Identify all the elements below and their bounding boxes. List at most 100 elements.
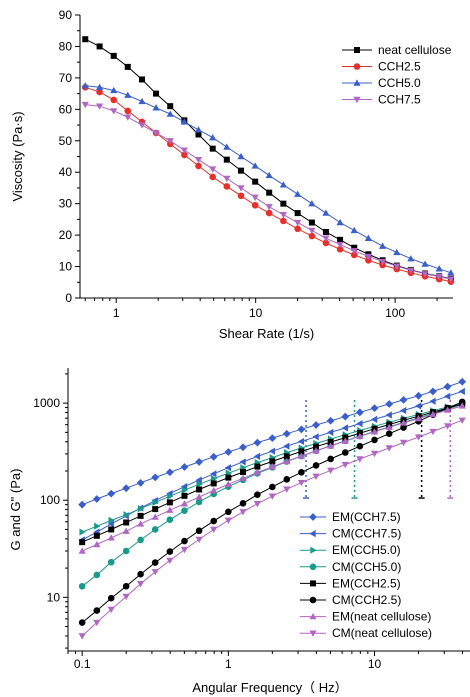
data-point	[312, 433, 319, 441]
data-point	[322, 239, 330, 247]
data-point	[209, 134, 217, 141]
data-point	[225, 474, 232, 481]
data-point	[429, 428, 437, 436]
legend-label: neat cellulose	[378, 43, 452, 57]
data-point	[385, 430, 393, 438]
data-point	[279, 181, 287, 188]
data-point	[371, 436, 378, 444]
data-point	[239, 499, 247, 507]
legend: neat cellulose CCH2.5 CCH5.0 CCH7.5	[342, 43, 452, 107]
data-point	[138, 97, 146, 105]
data-point	[209, 145, 216, 152]
data-point	[180, 546, 189, 554]
data-point	[82, 36, 89, 43]
x-axis-label: Shear Rate (1/s)	[219, 326, 314, 341]
data-point	[110, 96, 118, 104]
x-tick-label: 0.1	[74, 657, 91, 671]
data-point	[341, 424, 348, 432]
data-point	[180, 483, 188, 491]
legend-label: EM(CCH5.0)	[332, 543, 401, 557]
data-point	[138, 122, 146, 129]
data-point	[385, 445, 393, 452]
legend-marker	[353, 96, 361, 104]
data-point	[327, 467, 335, 474]
data-point	[110, 86, 118, 94]
data-point	[429, 387, 437, 396]
data-point	[443, 423, 452, 430]
data-point	[107, 489, 116, 498]
data-point	[166, 557, 174, 565]
data-point	[195, 527, 203, 535]
data-point	[252, 178, 259, 185]
data-point	[95, 83, 104, 91]
data-point	[341, 461, 349, 469]
data-point	[254, 463, 261, 470]
data-point	[280, 200, 287, 207]
data-point	[385, 423, 393, 431]
data-point	[370, 450, 379, 458]
data-point	[364, 234, 372, 241]
data-point	[253, 438, 262, 447]
data-point	[443, 406, 452, 413]
data-point	[96, 88, 103, 96]
data-point	[378, 258, 387, 266]
data-point	[399, 439, 408, 447]
data-point	[166, 548, 174, 555]
data-point	[326, 416, 335, 425]
data-point	[209, 173, 217, 181]
data-point	[124, 107, 132, 115]
viscosity-chart: 0 10 20 30 40 50 60 70 80 90 1 10 100 Shear Rate (1/s…	[10, 8, 455, 341]
data-point	[195, 536, 203, 543]
data-point	[137, 504, 145, 513]
data-point	[239, 474, 247, 482]
data-point	[294, 190, 302, 197]
data-point	[253, 501, 261, 508]
data-point	[283, 476, 291, 483]
data-point	[223, 143, 231, 150]
x-tick-label: 10	[368, 657, 382, 671]
legend-marker	[353, 63, 361, 70]
data-point	[265, 171, 273, 179]
data-point	[283, 453, 290, 460]
data-point	[237, 192, 245, 200]
data-point	[166, 499, 173, 506]
data-point	[280, 217, 287, 225]
legend-label: CM(CCH2.5)	[332, 593, 401, 607]
data-point	[166, 138, 174, 145]
data-point	[238, 167, 245, 174]
data-point	[136, 520, 145, 527]
data-point	[195, 131, 202, 138]
data-point	[122, 582, 130, 590]
data-point	[400, 424, 407, 431]
data-point	[210, 517, 217, 525]
data-point	[210, 526, 218, 534]
data-point	[194, 126, 203, 133]
data-point	[225, 508, 232, 516]
data-point	[269, 483, 276, 491]
x-axis-label: Angular Frequency（ Hz）	[192, 680, 347, 695]
data-point	[308, 219, 315, 226]
data-point	[166, 506, 174, 513]
legend-marker	[353, 79, 361, 86]
data-point	[181, 486, 189, 494]
data-point	[124, 63, 131, 70]
data-point	[152, 104, 160, 111]
data-point	[370, 415, 378, 423]
data-point	[123, 519, 130, 526]
data-point	[122, 593, 130, 601]
data-point	[350, 248, 358, 255]
data-point	[124, 114, 132, 121]
data-point	[151, 513, 159, 520]
data-point	[356, 442, 364, 450]
data-point	[435, 265, 443, 272]
data-point	[365, 256, 372, 264]
data-point	[194, 156, 203, 164]
data-point	[122, 527, 130, 534]
data-point	[447, 276, 455, 283]
data-point	[136, 478, 145, 487]
data-point	[297, 437, 305, 446]
data-point	[294, 225, 301, 233]
data-point	[294, 219, 302, 227]
data-point	[364, 253, 372, 261]
y-tick-label: 1000	[33, 396, 60, 410]
